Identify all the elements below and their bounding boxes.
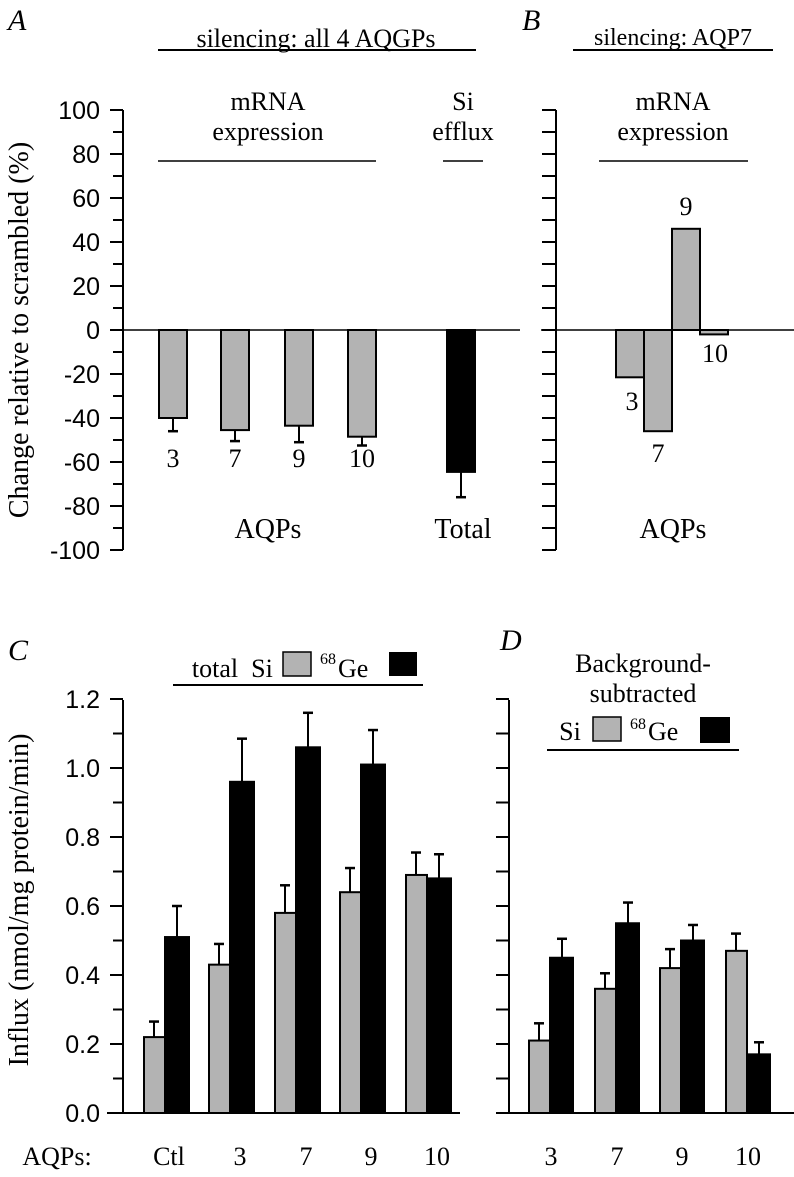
y-tick-label: -40 bbox=[64, 405, 100, 433]
x-tick-label: Ctl bbox=[153, 1142, 185, 1171]
y-tick-label: 20 bbox=[72, 273, 100, 301]
y-tick-label: -80 bbox=[64, 493, 100, 521]
y-tick-label: -100 bbox=[50, 537, 100, 565]
bar bbox=[284, 329, 314, 427]
bar-ge bbox=[615, 922, 640, 1114]
bar-ge bbox=[549, 956, 574, 1114]
legend-ge-swatch bbox=[700, 717, 730, 743]
bar bbox=[643, 329, 673, 433]
bar bbox=[220, 329, 250, 432]
bar bbox=[347, 329, 377, 438]
bar-si bbox=[659, 967, 682, 1114]
bar-label: 3 bbox=[167, 444, 180, 473]
x-tick-label: 9 bbox=[365, 1142, 378, 1171]
y-tick-label: 80 bbox=[72, 141, 100, 169]
panel-a-group-label: mRNA bbox=[230, 87, 305, 116]
legend-title: total bbox=[192, 654, 238, 683]
y-tick-label: 0.6 bbox=[65, 893, 100, 921]
panel-a-y-label: Change relative to scrambled (%) bbox=[4, 142, 35, 518]
panel-b-x-label: AQPs bbox=[640, 514, 707, 545]
bar-si bbox=[405, 873, 428, 1115]
legend-ge-sup: 68 bbox=[630, 716, 646, 733]
panel-label-a: A bbox=[6, 4, 27, 37]
y-tick-label: 100 bbox=[58, 97, 100, 125]
y-tick-label: 60 bbox=[72, 185, 100, 213]
x-tick-label: 10 bbox=[424, 1142, 450, 1171]
legend-ge-sup: 68 bbox=[320, 651, 336, 668]
bar-ge bbox=[360, 763, 386, 1114]
bar bbox=[158, 329, 188, 419]
y-tick-label: 0 bbox=[86, 317, 100, 345]
bar-label: 9 bbox=[293, 444, 306, 473]
x-tick-label: 3 bbox=[545, 1142, 558, 1171]
x-tick-label: 9 bbox=[676, 1142, 689, 1171]
panel-a-title: silencing: all 4 AQGPs bbox=[196, 24, 435, 53]
bar-ge bbox=[164, 936, 190, 1114]
y-tick-label: 1.2 bbox=[65, 686, 100, 714]
bar-ge bbox=[295, 746, 321, 1114]
bar bbox=[446, 329, 476, 473]
panel-a-x-label: Total bbox=[434, 514, 491, 545]
bar-ge bbox=[426, 877, 452, 1115]
y-tick-label: 1.0 bbox=[65, 755, 100, 783]
y-tick-label: 0.2 bbox=[65, 1031, 100, 1059]
bar bbox=[615, 329, 645, 379]
bar-si bbox=[143, 1036, 166, 1114]
panel-c-x-prefix: AQPs: bbox=[22, 1142, 91, 1171]
bar bbox=[671, 227, 701, 331]
legend-ge-label: Ge bbox=[648, 717, 678, 746]
panel-a-x-label: AQPs bbox=[235, 514, 302, 545]
panel-c-y-label: Influx (nmol/mg protein/min) bbox=[4, 734, 35, 1067]
y-tick-label: 0.4 bbox=[65, 962, 100, 990]
panel-d-title: Background- bbox=[575, 649, 711, 678]
x-tick-label: 10 bbox=[735, 1142, 761, 1171]
y-tick-label: 40 bbox=[72, 229, 100, 257]
bar-si bbox=[208, 963, 231, 1115]
x-tick-label: 7 bbox=[300, 1142, 313, 1171]
panel-a-group-label: efflux bbox=[432, 117, 494, 146]
legend-si-label: Si bbox=[251, 654, 273, 683]
panel-b-title: silencing: AQP7 bbox=[594, 25, 752, 51]
y-tick-label: -60 bbox=[64, 449, 100, 477]
y-tick-label: 0.8 bbox=[65, 824, 100, 852]
y-tick-label: -20 bbox=[64, 361, 100, 389]
panel-a-group-label: Si bbox=[452, 87, 474, 116]
legend-ge-swatch bbox=[389, 652, 417, 676]
legend-si-swatch bbox=[592, 716, 622, 742]
bar-si bbox=[274, 911, 297, 1115]
bar-si bbox=[339, 891, 362, 1115]
bar-label: 7 bbox=[229, 444, 242, 473]
bar-label: 3 bbox=[626, 387, 639, 416]
panel-a-group-label: expression bbox=[212, 117, 323, 146]
bar-label: 10 bbox=[702, 339, 728, 368]
bar-label: 10 bbox=[349, 444, 375, 473]
bar-label: 7 bbox=[652, 439, 665, 468]
panel-b-group-label: mRNA bbox=[635, 87, 710, 116]
panel-label-c: C bbox=[8, 634, 29, 667]
bar-ge bbox=[229, 780, 255, 1114]
bar-si bbox=[725, 949, 748, 1114]
panel-d-title: subtracted bbox=[590, 679, 697, 708]
bar-ge bbox=[746, 1053, 771, 1114]
bar-label: 9 bbox=[680, 192, 693, 221]
bar-ge bbox=[680, 939, 705, 1114]
panel-b-group-label: expression bbox=[617, 117, 728, 146]
legend-si-swatch bbox=[282, 651, 312, 677]
y-tick-label: 0.0 bbox=[65, 1100, 100, 1128]
legend-ge-label: Ge bbox=[338, 654, 368, 683]
bar-si bbox=[594, 987, 617, 1114]
bar-si bbox=[528, 1039, 551, 1115]
legend-si-label: Si bbox=[559, 717, 581, 746]
x-tick-label: 7 bbox=[611, 1142, 624, 1171]
x-tick-label: 3 bbox=[234, 1142, 247, 1171]
panel-label-b: B bbox=[522, 4, 540, 37]
bar bbox=[699, 329, 729, 336]
panel-label-d: D bbox=[499, 624, 522, 657]
